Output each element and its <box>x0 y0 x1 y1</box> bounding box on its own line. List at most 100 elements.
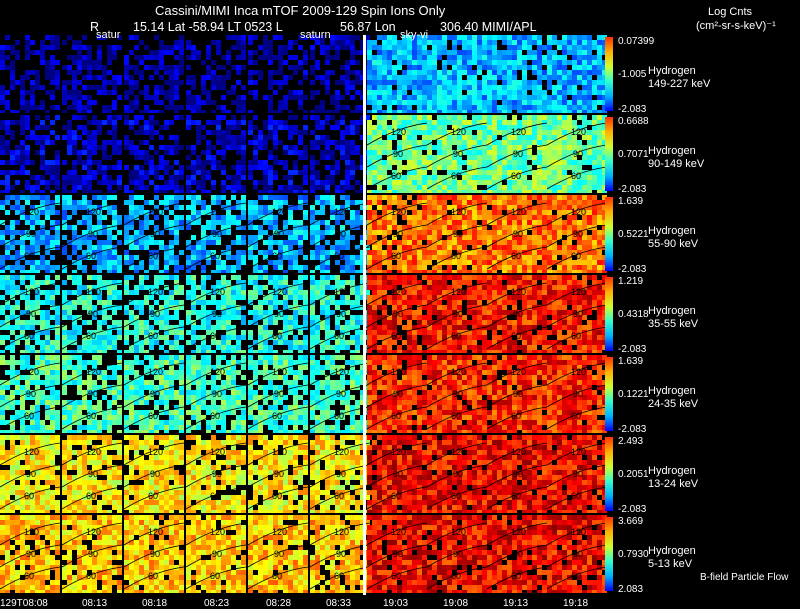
pitch-angle-label: 60 <box>571 411 582 421</box>
pitch-angle-label: 90 <box>150 549 161 559</box>
pitch-angle-label: 120 <box>148 367 164 377</box>
spectrogram-panel: 120 90 60 <box>0 355 60 433</box>
bfield-legend: B-field Particle Flow <box>700 572 789 583</box>
spectrogram-panel: 120 90 60 <box>186 275 246 353</box>
pitch-angle-label: 120 <box>334 527 350 537</box>
spectrogram-panel: 120 90 60 <box>310 195 370 273</box>
pitch-angle-label: 120 <box>148 207 164 217</box>
pitch-angle-label: 60 <box>334 251 345 261</box>
image-grid: 120 90 60 120 90 60 120 90 60 120 90 60 120 90 60 120 90… <box>0 35 608 595</box>
pitch-angle-label: 90 <box>88 309 99 319</box>
colorbar-min: -2.083 <box>618 424 647 435</box>
pitch-angle-label: 120 <box>210 287 226 297</box>
energy-range-label: 5-13 keV <box>648 558 693 570</box>
spectrogram-panel <box>62 115 122 193</box>
units-label: (cm²-sr-s-keV)⁻¹ <box>696 20 776 32</box>
pitch-angle-label: 90 <box>88 389 99 399</box>
pitch-angle-label: 90 <box>336 549 347 559</box>
species-label: Hydrogen <box>648 305 696 317</box>
pitch-angle-label: 120 <box>86 207 102 217</box>
pitch-angle-label: 60 <box>451 171 462 181</box>
r-label: R <box>90 20 100 34</box>
energy-range-label: 24-35 keV <box>648 398 699 410</box>
time-tick-label: 19:03 <box>383 598 409 609</box>
spectrogram-panel <box>427 35 487 113</box>
colorbar-max: 0.07399 <box>618 36 655 47</box>
pitch-angle-label: 120 <box>86 447 102 457</box>
spectrogram-panel <box>310 115 370 193</box>
pitch-angle-label: 90 <box>212 469 223 479</box>
pitch-angle-label: 120 <box>148 447 164 457</box>
colorbar <box>605 357 613 431</box>
spectrogram-panel: 120 90 60 <box>487 435 547 513</box>
position-readout: 15.14 Lat -58.94 LT 0523 L <box>133 20 283 34</box>
pitch-angle-label: 60 <box>334 491 345 501</box>
pitch-angle-label: 90 <box>212 229 223 239</box>
pitch-angle-label: 90 <box>513 389 524 399</box>
pitch-angle-label: 60 <box>334 411 345 421</box>
pitch-angle-label: 120 <box>391 447 407 457</box>
pitch-angle-label: 60 <box>391 571 402 581</box>
longitude-readout: 56.87 Lon <box>340 20 396 34</box>
pitch-angle-label: 60 <box>210 331 221 341</box>
pitch-angle-label: 60 <box>511 571 522 581</box>
pitch-angle-label: 60 <box>210 411 221 421</box>
spectrogram-panel: 120 90 60 <box>367 355 427 433</box>
spectrogram-panel: 120 90 60 <box>367 115 427 193</box>
pitch-angle-label: 90 <box>393 549 404 559</box>
spectrogram-panel: 120 90 60 <box>310 435 370 513</box>
spectrogram-panel: 120 90 60 <box>248 435 308 513</box>
colorbar <box>605 517 613 591</box>
species-label: Hydrogen <box>648 545 696 557</box>
spectrogram-panel: 120 90 60 <box>487 275 547 353</box>
pitch-angle-label: 120 <box>24 287 40 297</box>
pitch-angle-label: 120 <box>451 447 467 457</box>
spectrogram-panel: 120 90 60 <box>62 355 122 433</box>
pitch-angle-label: 120 <box>511 207 527 217</box>
pitch-angle-label: 120 <box>451 527 467 537</box>
pitch-angle-label: 60 <box>511 171 522 181</box>
species-label: Hydrogen <box>648 225 696 237</box>
pitch-angle-label: 120 <box>571 127 587 137</box>
spectrogram-panel <box>310 35 370 113</box>
colorbar-max: 1.639 <box>618 356 644 367</box>
pitch-angle-label: 90 <box>513 149 524 159</box>
colorbar-max: 0.6688 <box>618 116 649 127</box>
pitch-angle-label: 120 <box>24 367 40 377</box>
saturn-label-mid: saturn <box>300 29 331 41</box>
spectrogram-panel: 120 90 60 <box>0 275 60 353</box>
colorbar-max: 3.669 <box>618 516 644 527</box>
pitch-angle-label: 90 <box>453 229 464 239</box>
pitch-angle-label: 60 <box>148 251 159 261</box>
spectrogram-panel: 120 90 60 <box>367 195 427 273</box>
pitch-angle-label: 120 <box>391 127 407 137</box>
time-tick-label: 08:33 <box>326 598 352 609</box>
colorbar-mid: 0.4318 <box>618 309 649 320</box>
pitch-angle-label: 60 <box>272 251 283 261</box>
pitch-angle-label: 90 <box>274 229 285 239</box>
spectrogram-panel: 120 90 60 <box>62 435 122 513</box>
energy-channel-label: Hydrogen 149-227 keV <box>648 65 710 91</box>
pitch-angle-label: 120 <box>334 447 350 457</box>
spectrogram-panel <box>124 115 184 193</box>
pitch-angle-label: 90 <box>573 229 584 239</box>
time-tick-label: 08:23 <box>204 598 230 609</box>
energy-range-label: 35-55 keV <box>648 318 699 330</box>
spectrogram-panel: 120 90 60 <box>248 195 308 273</box>
spectrogram-panel <box>186 115 246 193</box>
pitch-angle-label: 60 <box>148 571 159 581</box>
pitch-angle-label: 90 <box>453 309 464 319</box>
spectrogram-panel <box>248 115 308 193</box>
pitch-angle-label: 90 <box>573 469 584 479</box>
pitch-angle-label: 120 <box>571 287 587 297</box>
pitch-angle-label: 90 <box>513 309 524 319</box>
pitch-angle-label: 60 <box>511 411 522 421</box>
spectrogram-panel: 120 90 60 <box>0 195 60 273</box>
spectrogram-panel <box>367 35 427 113</box>
pitch-angle-label: 90 <box>150 469 161 479</box>
pitch-angle-label: 120 <box>511 527 527 537</box>
time-tick-label: 08:28 <box>266 598 292 609</box>
pitch-angle-label: 90 <box>393 149 404 159</box>
pitch-angle-label: 60 <box>334 331 345 341</box>
units-title: Log Cnts <box>708 6 753 18</box>
